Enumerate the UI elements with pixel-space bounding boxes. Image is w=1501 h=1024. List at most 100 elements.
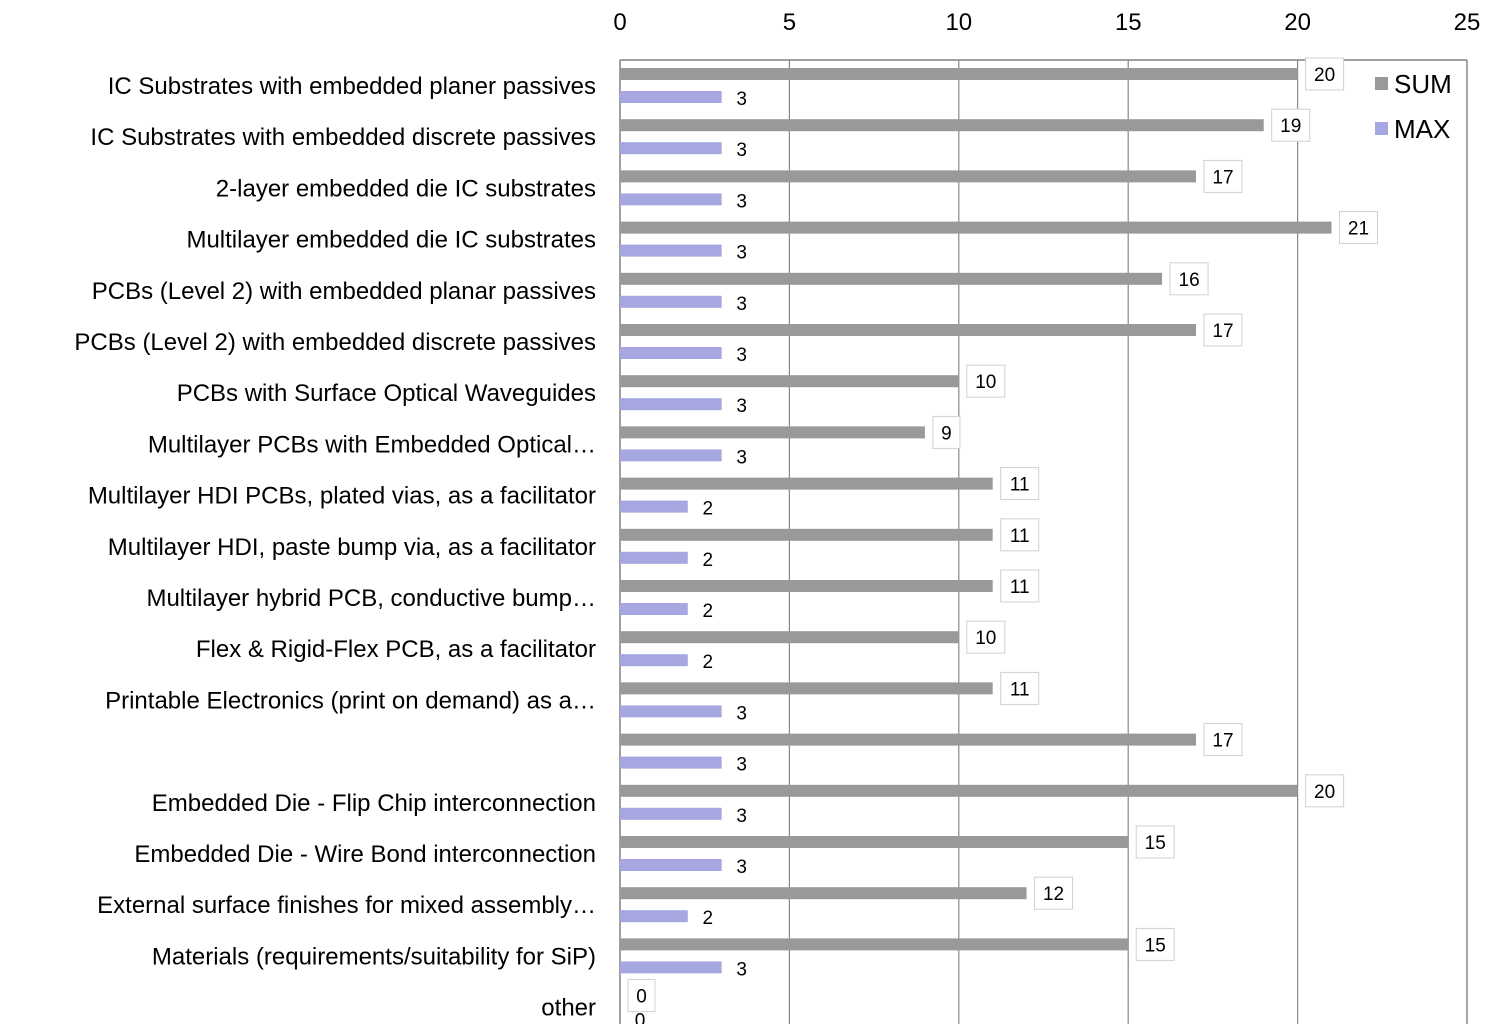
data-label-sum-box xyxy=(1169,262,1209,296)
bars xyxy=(620,68,1332,974)
data-label-sum: 17 xyxy=(1203,159,1243,193)
data-label-max: 2 xyxy=(702,652,713,673)
data-label-max: 2 xyxy=(702,499,713,520)
data-label-sum-text: 17 xyxy=(1212,731,1233,752)
category-label: IC Substrates with embedded planer passi… xyxy=(108,73,596,100)
data-label-sum-box xyxy=(966,364,1006,398)
data-label-max: 2 xyxy=(702,601,713,622)
data-label-sum-text: 21 xyxy=(1348,219,1369,240)
data-label-max: 3 xyxy=(736,140,747,161)
data-label-sum-text: 10 xyxy=(975,372,996,393)
data-label-max: 3 xyxy=(736,755,747,776)
bar-sum xyxy=(620,221,1332,234)
data-label-sum-box xyxy=(1000,671,1040,705)
data-label-sum: 17 xyxy=(1203,723,1243,757)
data-label-sum-text: 16 xyxy=(1179,270,1200,291)
data-label-max: 2 xyxy=(702,908,713,929)
data-label-sum-text: 17 xyxy=(1212,167,1233,188)
x-tick-label: 25 xyxy=(1454,9,1481,36)
bar-sum xyxy=(620,938,1129,951)
bar-sum xyxy=(620,272,1163,285)
data-label-sum-text: 15 xyxy=(1145,833,1166,854)
data-label-sum: 17 xyxy=(1203,313,1243,347)
bar-sum xyxy=(620,528,993,541)
bar-sum xyxy=(620,784,1298,797)
bar-max xyxy=(620,193,722,206)
bar-sum xyxy=(620,580,993,592)
bar-max xyxy=(620,705,722,718)
x-tick-label: 10 xyxy=(945,9,972,36)
bar-max xyxy=(620,500,688,513)
data-label-sum-text: 20 xyxy=(1314,782,1335,803)
bar-max xyxy=(620,910,688,923)
bar-max xyxy=(620,398,722,411)
grid-lines xyxy=(619,59,1468,1024)
category-label: Multilayer HDI, paste bump via, as a fac… xyxy=(108,534,596,561)
x-tick-label: 20 xyxy=(1284,9,1311,36)
data-label-sum: 12 xyxy=(1034,876,1074,910)
category-label: PCBs (Level 2) with embedded planar pass… xyxy=(92,278,596,305)
data-label-sum: 19 xyxy=(1271,108,1311,142)
bar-max xyxy=(620,859,722,871)
data-label-sum: 21 xyxy=(1338,211,1378,245)
data-label-sum-box xyxy=(1000,467,1040,501)
data-label-sum-box xyxy=(1203,313,1243,347)
data-label-max: 3 xyxy=(736,243,747,264)
data-label-sum: 11 xyxy=(1000,671,1040,705)
category-label: IC Substrates with embedded discrete pas… xyxy=(90,124,596,151)
data-label-sum-text: 11 xyxy=(1010,577,1030,598)
data-label-max: 3 xyxy=(736,703,747,724)
data-label-max: 3 xyxy=(736,857,747,878)
category-label: Multilayer HDI PCBs, plated vias, as a f… xyxy=(88,483,596,510)
data-label-sum: 20 xyxy=(1305,57,1345,91)
legend-swatch-max xyxy=(1375,122,1388,135)
data-label-sum-box xyxy=(1305,57,1345,91)
data-label-sum-box xyxy=(932,415,961,449)
bar-sum xyxy=(620,375,959,388)
category-label: Multilayer PCBs with Embedded Optical… xyxy=(148,431,596,458)
bar-max xyxy=(620,449,722,462)
data-label-sum-box xyxy=(1000,569,1040,603)
bar-max xyxy=(620,756,722,769)
data-label-sum: 20 xyxy=(1305,774,1345,808)
data-label-sum-box xyxy=(1203,159,1243,193)
data-label-sum-text: 0 xyxy=(636,987,647,1008)
legend-label-sum: SUM xyxy=(1394,69,1452,99)
bar-sum xyxy=(620,682,993,695)
bar-sum xyxy=(620,733,1196,746)
data-label-sum-box xyxy=(966,620,1006,654)
data-label-max: 0 xyxy=(635,1011,646,1024)
data-label-sum-text: 19 xyxy=(1280,116,1301,137)
category-label: Flex & Rigid-Flex PCB, as a facilitator xyxy=(196,636,596,663)
data-label-max: 3 xyxy=(736,89,747,110)
bar-max xyxy=(620,91,722,103)
bar-sum xyxy=(620,68,1298,80)
bar-sum xyxy=(620,631,959,644)
data-label-sum-text: 17 xyxy=(1212,321,1233,342)
data-label-sum-text: 9 xyxy=(941,423,952,444)
data-label-sum-text: 11 xyxy=(1010,475,1030,496)
data-label-sum-box xyxy=(1135,825,1175,859)
data-label-sum-box xyxy=(1305,774,1345,808)
data-label-sum: 10 xyxy=(966,620,1006,654)
bar-max xyxy=(620,244,722,257)
bar-max xyxy=(620,961,722,974)
category-label: other xyxy=(541,995,596,1022)
category-label: Materials (requirements/suitability for … xyxy=(152,943,596,970)
data-label-sum-text: 11 xyxy=(1010,679,1030,700)
data-label-sum: 0 xyxy=(627,979,656,1013)
data-label-max: 3 xyxy=(736,345,747,366)
bar-max xyxy=(620,347,722,359)
data-label-sum-text: 12 xyxy=(1043,884,1064,905)
data-label-sum-text: 11 xyxy=(1010,526,1030,547)
data-label-sum: 9 xyxy=(932,415,961,449)
data-label-sum: 11 xyxy=(1000,569,1040,603)
category-label: Printable Electronics (print on demand) … xyxy=(105,687,596,714)
bar-max xyxy=(620,142,722,155)
data-label-sum-box xyxy=(627,979,656,1013)
data-label-sum: 11 xyxy=(1000,467,1040,501)
data-label-sum-box xyxy=(1271,108,1311,142)
category-label: Multilayer embedded die IC substrates xyxy=(186,227,596,254)
data-label-max: 3 xyxy=(736,959,747,980)
